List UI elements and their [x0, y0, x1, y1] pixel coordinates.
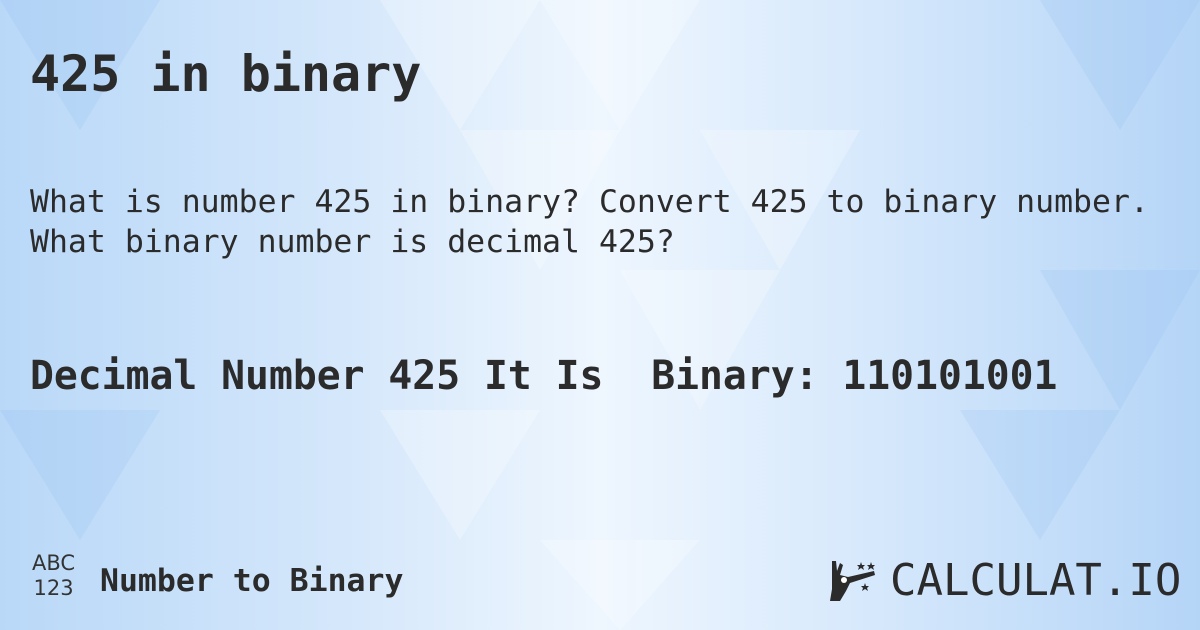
sparkle-icon — [867, 562, 875, 570]
icon-top-text: ABC — [32, 551, 76, 575]
logo-text: CALCULAT.IO — [890, 555, 1182, 606]
description-line: What is number 425 in binary? Convert 42… — [30, 184, 1149, 220]
description-line: What binary number is decimal 425? — [30, 224, 675, 260]
sparkle-icon — [861, 583, 869, 591]
icon-bottom-text: 123 — [33, 576, 74, 600]
page-title: 425 in binary — [30, 45, 422, 103]
magic-wand-hand-icon — [830, 561, 875, 601]
result-text: Decimal Number 425 It Is Binary: 1101010… — [30, 353, 1058, 399]
category-label: Number to Binary — [100, 563, 404, 599]
calculat-io-logo: CALCULAT.IO — [828, 556, 1181, 606]
sparkle-icon — [857, 562, 865, 570]
description: What is number 425 in binary? Convert 42… — [30, 182, 1149, 262]
abc-123-icon: ABC 123 — [32, 551, 75, 601]
